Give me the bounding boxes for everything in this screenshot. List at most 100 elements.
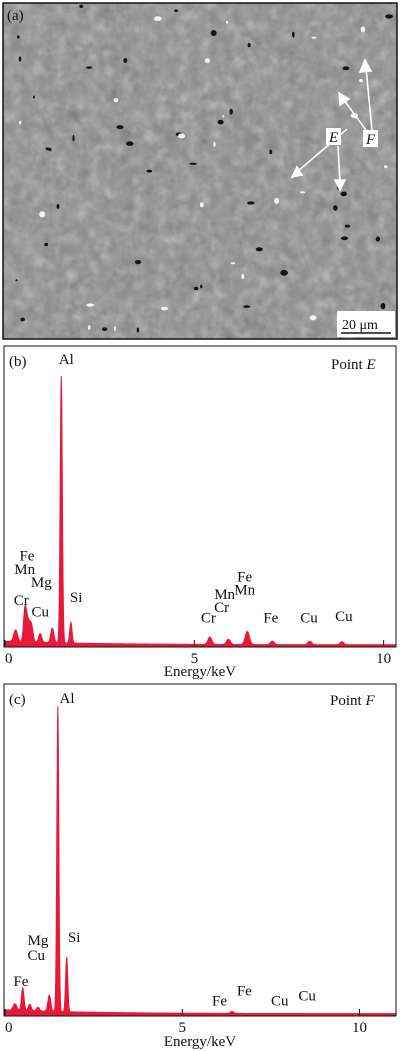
chart-b-element-label: Mn: [214, 587, 235, 603]
arrow-f-up-head: [358, 58, 373, 73]
dark-particle: [255, 247, 263, 252]
annotation-arrows: [290, 58, 373, 192]
eds-spectrum-panel-b: 0 5 10 Al Fe Mn Mg Cr Cu Si Fe Mn Mn Cr Cr Fe Cu Cu (b) …: [0, 342, 400, 680]
dark-particle: [101, 327, 108, 332]
arrow-f-left-head: [338, 91, 351, 107]
bright-particle: [113, 98, 119, 103]
chart-c-x-axis-title: Energy/keV: [164, 1034, 236, 1050]
dark-particle: [342, 66, 350, 71]
chart-c-element-label: Mg: [28, 933, 49, 949]
dark-particle: [146, 169, 153, 173]
bright-particle: [241, 273, 245, 280]
dark-particle: [280, 269, 288, 276]
chart-c-element-label: Fe: [237, 984, 252, 1000]
chart-b-element-label: Si: [70, 590, 83, 606]
dark-particle: [116, 125, 124, 130]
bright-particle: [225, 20, 229, 24]
dark-particle: [193, 286, 199, 291]
dark-particle: [56, 204, 60, 209]
chart-c-element-label: Cu: [298, 988, 316, 1004]
arrow-e-right-head: [333, 179, 347, 192]
chart-c-frame: [3, 683, 397, 1017]
micrograph-grain-network: [3, 3, 397, 339]
chart-c-x-ticks: 0 5 10: [4, 1009, 367, 1036]
chart-c-x-tick-label: 0: [5, 1020, 13, 1036]
chart-b-element-label: Mn: [14, 562, 35, 578]
dark-particle: [79, 4, 84, 8]
dark-particle: [385, 14, 393, 19]
chart-c-x-tick-label: 10: [352, 1020, 367, 1036]
dark-particle: [340, 236, 349, 241]
bright-particle: [360, 26, 366, 33]
dark-particle: [126, 141, 134, 146]
chart-b-element-label: Cr: [201, 610, 216, 626]
marker-e-box: [326, 128, 341, 145]
bright-particle: [178, 133, 185, 139]
dark-particle: [247, 201, 255, 205]
bright-particle: [359, 79, 363, 83]
bright-particle: [311, 36, 317, 39]
bright-particle: [230, 262, 236, 265]
panel-a-label: (a): [7, 8, 24, 24]
bright-particle: [18, 120, 22, 125]
bright-particle: [222, 115, 225, 118]
chart-b-frame: [3, 345, 397, 648]
micrograph-frame: [2, 2, 398, 340]
dark-particle: [134, 260, 142, 265]
dark-particle: [174, 9, 179, 13]
arrow-e-right: [337, 145, 341, 184]
dark-particle: [292, 31, 295, 38]
bright-particle: [154, 16, 162, 20]
chart-b-element-label: Cr: [214, 600, 229, 616]
dark-particle: [333, 205, 338, 211]
dark-particle: [72, 134, 75, 142]
chart-b-element-label: Al: [59, 352, 74, 368]
sem-micrograph-panel: (a) E F 20 μm: [0, 0, 400, 342]
chart-b-element-label: Cu: [31, 605, 49, 621]
scale-bar-label: 20 μm: [342, 318, 378, 333]
arrow-f-left: [343, 99, 369, 134]
dark-particle: [44, 242, 49, 247]
chart-c-element-label: Cu: [27, 948, 45, 964]
dark-particle: [200, 284, 203, 289]
bright-particle: [204, 58, 211, 63]
chart-b-element-label: Cr: [14, 593, 29, 609]
chart-b-x-tick-label: 0: [5, 651, 13, 667]
bright-particle: [113, 326, 116, 332]
micrograph-particles: [15, 4, 393, 333]
chart-b-x-tick-label: 5: [191, 651, 199, 667]
dark-particle: [217, 119, 224, 125]
chart-b-element-label: Fe: [263, 610, 278, 626]
bright-particle: [300, 191, 306, 194]
dark-particle: [269, 149, 273, 155]
marker-f-label: F: [365, 132, 376, 148]
dark-particle: [380, 302, 386, 310]
arrow-f-up: [365, 67, 373, 131]
chart-b-element-label: Mn: [234, 583, 255, 599]
panel-b-label: (b): [9, 354, 27, 370]
dark-particle: [45, 147, 50, 151]
chart-c-element-label: Al: [60, 691, 75, 707]
chart-b-element-label: Fe: [237, 569, 252, 585]
dark-particle: [17, 35, 20, 39]
point-f-annotation: Point F: [330, 693, 375, 709]
dark-particle: [123, 58, 128, 63]
chart-b-x-ticks: 0 5 10: [4, 640, 391, 667]
chart-c-element-label: Fe: [212, 993, 227, 1009]
eds-spectrum-panel-c: 0 5 10 Al Mg Cu Si Fe Fe Fe Cu Cu (c) Point F Ener…: [0, 680, 400, 1051]
dark-particle: [229, 108, 233, 115]
bright-particle: [39, 211, 46, 218]
bright-particle: [161, 306, 168, 311]
marker-e-label: E: [328, 130, 338, 146]
sem-micrograph: (a) E F 20 μm: [2, 2, 398, 340]
dark-particle: [20, 317, 26, 322]
bright-particle: [213, 141, 216, 147]
dark-particle: [33, 95, 35, 99]
dark-particle: [86, 66, 93, 69]
chart-b-element-label: Fe: [19, 549, 34, 565]
dark-particle: [189, 162, 197, 165]
